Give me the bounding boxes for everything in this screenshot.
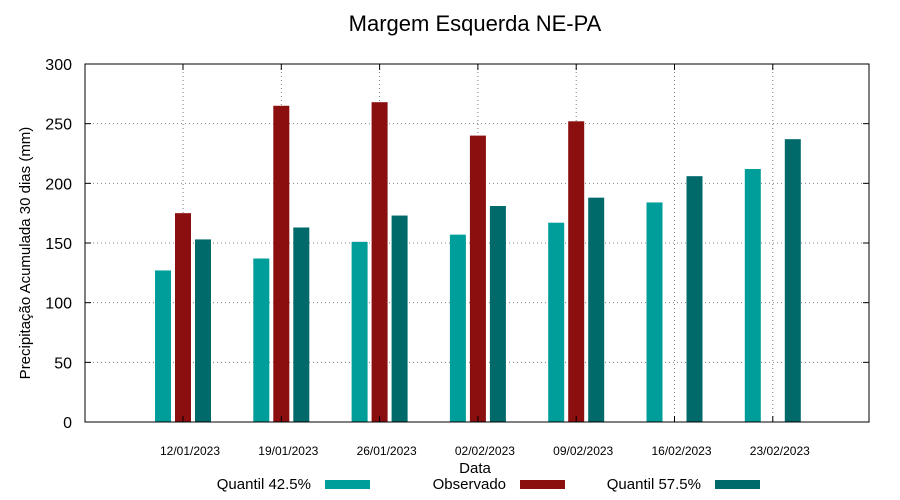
x-tick-label: 23/02/2023 <box>750 444 810 458</box>
y-axis-label: Precipitação Acumulada 30 dias (mm) <box>17 127 34 380</box>
y-tick-label: 200 <box>45 176 72 193</box>
y-tick-label: 0 <box>63 415 72 432</box>
x-tick-label: 16/02/2023 <box>651 444 711 458</box>
x-axis-label: Data <box>459 460 491 477</box>
y-axis-ticks: 0 50 100 150 200 250 300 <box>45 57 869 432</box>
bar-observado <box>175 213 191 422</box>
bar-observado <box>371 102 388 422</box>
x-tick-label: 12/01/2023 <box>160 444 220 458</box>
y-tick-label: 150 <box>45 236 72 253</box>
bars <box>155 102 801 423</box>
x-tick-label: 02/02/2023 <box>455 444 515 458</box>
bar-observado <box>568 121 585 422</box>
chart-title: Margem Esquerda NE-PA <box>349 11 602 36</box>
bar-quantil-42-5 <box>744 169 761 422</box>
legend-label: Quantil 42.5% <box>217 476 311 493</box>
x-tick-label: 09/02/2023 <box>553 444 613 458</box>
y-tick-label: 300 <box>45 57 72 74</box>
bar-quantil-42-5 <box>155 270 171 422</box>
bar-quantil-42-5 <box>351 241 368 422</box>
x-tick-label: 26/01/2023 <box>357 444 417 458</box>
bar-quantil-42-5 <box>449 234 466 422</box>
bar-quantil-42-5 <box>646 202 663 422</box>
bar-quantil-57-5 <box>195 239 211 422</box>
legend-swatch <box>325 480 370 489</box>
legend-label: Observado <box>433 476 506 493</box>
bar-quantil-57-5 <box>391 215 408 422</box>
y-tick-label: 50 <box>54 355 72 372</box>
bar-quantil-57-5 <box>588 197 605 422</box>
legend-label: Quantil 57.5% <box>607 476 701 493</box>
legend: Quantil 42.5% Observado Quantil 57.5% <box>217 476 760 493</box>
x-axis-ticks: 12/01/2023 19/01/2023 26/01/2023 02/02/2023… <box>160 64 810 458</box>
bar-observado <box>273 105 290 423</box>
bar-observado <box>469 135 486 422</box>
y-tick-label: 250 <box>45 117 72 134</box>
legend-swatch <box>715 480 760 489</box>
legend-swatch <box>520 480 565 489</box>
y-tick-label: 100 <box>45 296 72 313</box>
bar-quantil-57-5 <box>293 227 310 422</box>
bar-quantil-42-5 <box>548 222 565 422</box>
bar-quantil-57-5 <box>686 176 703 422</box>
x-tick-label: 19/01/2023 <box>258 444 318 458</box>
bar-quantil-42-5 <box>253 258 270 422</box>
bar-quantil-57-5 <box>489 206 506 422</box>
bar-quantil-57-5 <box>784 139 801 422</box>
